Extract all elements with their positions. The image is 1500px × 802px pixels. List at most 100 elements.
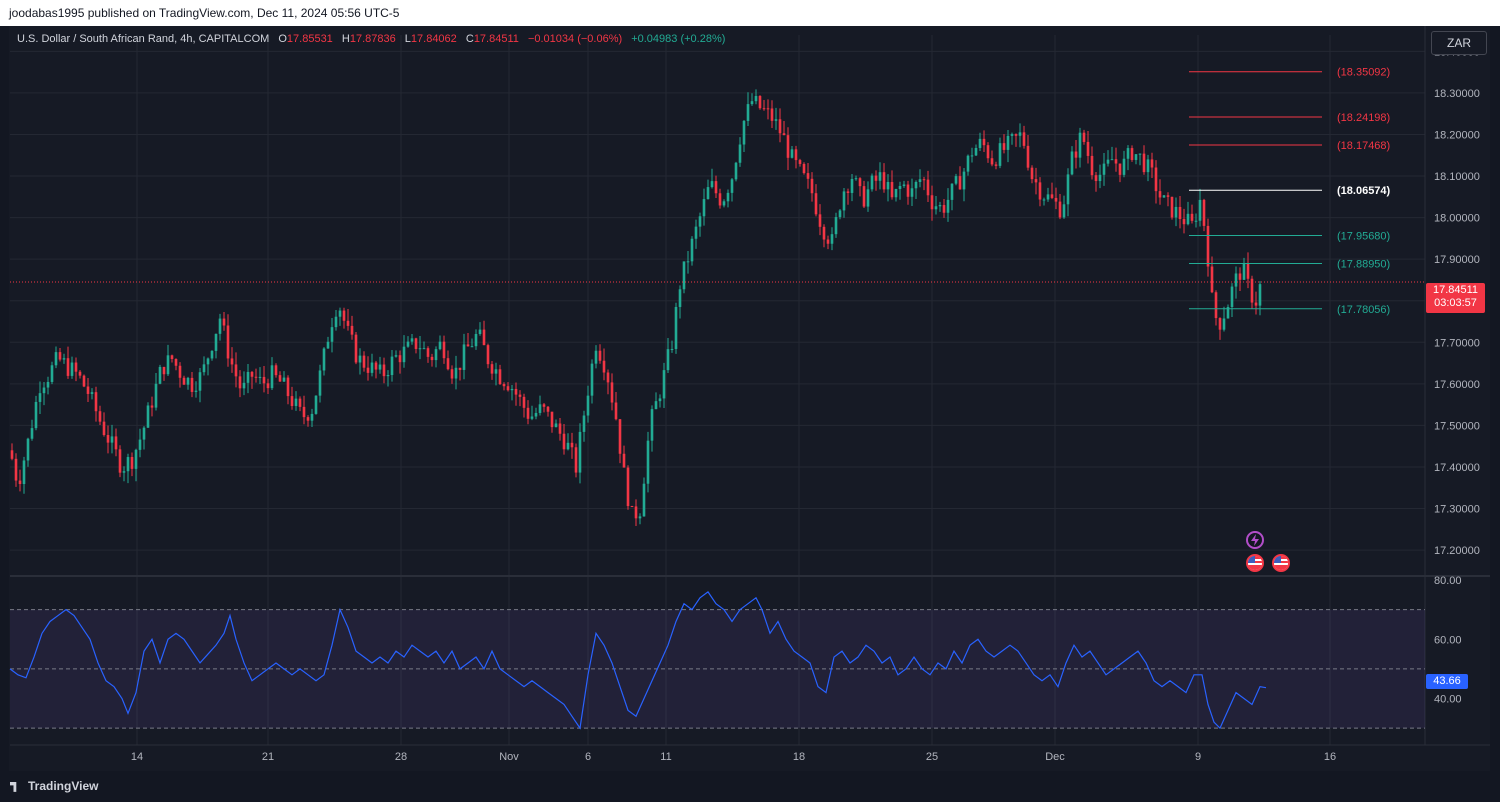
candle-body	[458, 367, 462, 370]
y-tick-label: 17.50000	[1434, 420, 1480, 432]
candle-body	[406, 341, 410, 347]
candle-body	[586, 395, 590, 416]
candle-body	[562, 433, 566, 450]
candle-body	[1194, 220, 1198, 222]
candle-body	[898, 185, 902, 189]
candle-body	[986, 145, 990, 159]
rsi-value-badge: 43.66	[1426, 674, 1468, 689]
fib-level-label: (18.35092)	[1337, 67, 1390, 79]
candle-body	[530, 416, 534, 419]
candle-body	[382, 364, 386, 377]
candle-body	[1054, 197, 1058, 202]
candle-body	[1222, 318, 1226, 330]
candle-body	[578, 431, 582, 473]
candles-layer	[10, 89, 1262, 526]
candle-body	[1030, 167, 1034, 180]
candle-body	[646, 440, 650, 484]
candle-body	[1162, 195, 1166, 198]
candle-body	[1246, 263, 1250, 279]
lightning-event-icon[interactable]	[1246, 531, 1264, 549]
y-tick-label: 18.10000	[1434, 171, 1480, 183]
symbol-title[interactable]: U.S. Dollar / South African Rand, 4h, CA…	[17, 33, 270, 45]
candle-body	[766, 108, 770, 110]
candle-body	[866, 189, 870, 207]
candle-body	[362, 355, 366, 368]
candle-body	[330, 327, 334, 342]
candle-body	[650, 409, 654, 441]
close-label: C	[465, 33, 474, 45]
candle-body	[858, 178, 862, 187]
candle-body	[762, 108, 766, 110]
x-tick-label: 11	[660, 751, 671, 763]
candle-body	[394, 355, 398, 357]
y-tick-label: 17.40000	[1434, 462, 1480, 474]
candle-body	[1106, 159, 1110, 164]
candle-body	[942, 205, 946, 213]
chart-canvas[interactable]: 142128Nov6111825Dec91618.4000018.3000018…	[0, 0, 1500, 771]
candle-body	[682, 261, 686, 290]
candle-body	[1098, 174, 1102, 182]
candle-body	[1062, 204, 1066, 218]
candle-body	[166, 355, 170, 375]
candle-body	[926, 179, 930, 196]
candle-body	[294, 398, 298, 406]
candle-body	[1170, 196, 1174, 218]
candle-body	[150, 405, 154, 408]
x-tick-label: 16	[1324, 751, 1336, 763]
currency-button[interactable]: ZAR	[1431, 31, 1487, 55]
candle-body	[846, 191, 850, 193]
candle-body	[906, 184, 910, 197]
candle-body	[1034, 179, 1038, 183]
us-flag-event-icon[interactable]	[1246, 554, 1264, 572]
fib-level-label: (18.17468)	[1337, 140, 1390, 152]
candle-body	[958, 176, 962, 190]
candle-body	[326, 341, 330, 349]
candle-body	[1146, 159, 1150, 173]
candle-body	[1002, 143, 1006, 150]
candle-body	[122, 471, 126, 473]
candle-body	[438, 341, 442, 350]
candle-body	[162, 366, 166, 375]
candle-body	[1082, 132, 1086, 142]
candle-body	[738, 144, 742, 163]
candle-body	[1238, 273, 1242, 280]
candle-body	[50, 365, 54, 382]
candle-body	[22, 460, 26, 485]
candle-body	[614, 402, 618, 420]
candle-body	[786, 135, 790, 158]
candle-body	[778, 119, 782, 134]
us-flag-event-icon[interactable]	[1272, 554, 1290, 572]
candle-body	[1018, 132, 1022, 136]
tradingview-logo[interactable]: TradingView	[10, 771, 98, 802]
publish-bar: joodabas1995 published on TradingView.co…	[0, 0, 1500, 26]
x-tick-label: 18	[793, 751, 805, 763]
candle-body	[218, 318, 222, 334]
candle-body	[1094, 175, 1098, 182]
candle-body	[1142, 153, 1146, 173]
candle-body	[322, 348, 326, 371]
candle-body	[758, 95, 762, 109]
candle-body	[494, 369, 498, 374]
candle-body	[298, 398, 302, 407]
candle-body	[998, 143, 1002, 166]
candle-body	[34, 401, 38, 429]
candle-body	[1190, 213, 1194, 221]
candle-body	[794, 149, 798, 161]
candle-body	[142, 427, 146, 440]
y-tick-label: 18.30000	[1434, 88, 1480, 100]
fib-level-label: (17.78056)	[1337, 304, 1390, 316]
candle-body	[974, 147, 978, 156]
candle-body	[374, 362, 378, 370]
candle-body	[390, 356, 394, 376]
candle-body	[198, 372, 202, 391]
candle-body	[510, 388, 514, 391]
candle-body	[550, 411, 554, 428]
candle-body	[342, 310, 346, 321]
candle-body	[106, 435, 110, 443]
x-tick-label: Dec	[1045, 751, 1065, 763]
candle-body	[1158, 191, 1162, 198]
candle-body	[654, 401, 658, 410]
candle-body	[370, 362, 374, 373]
y-tick-label: 17.70000	[1434, 337, 1480, 349]
candle-body	[470, 346, 474, 348]
